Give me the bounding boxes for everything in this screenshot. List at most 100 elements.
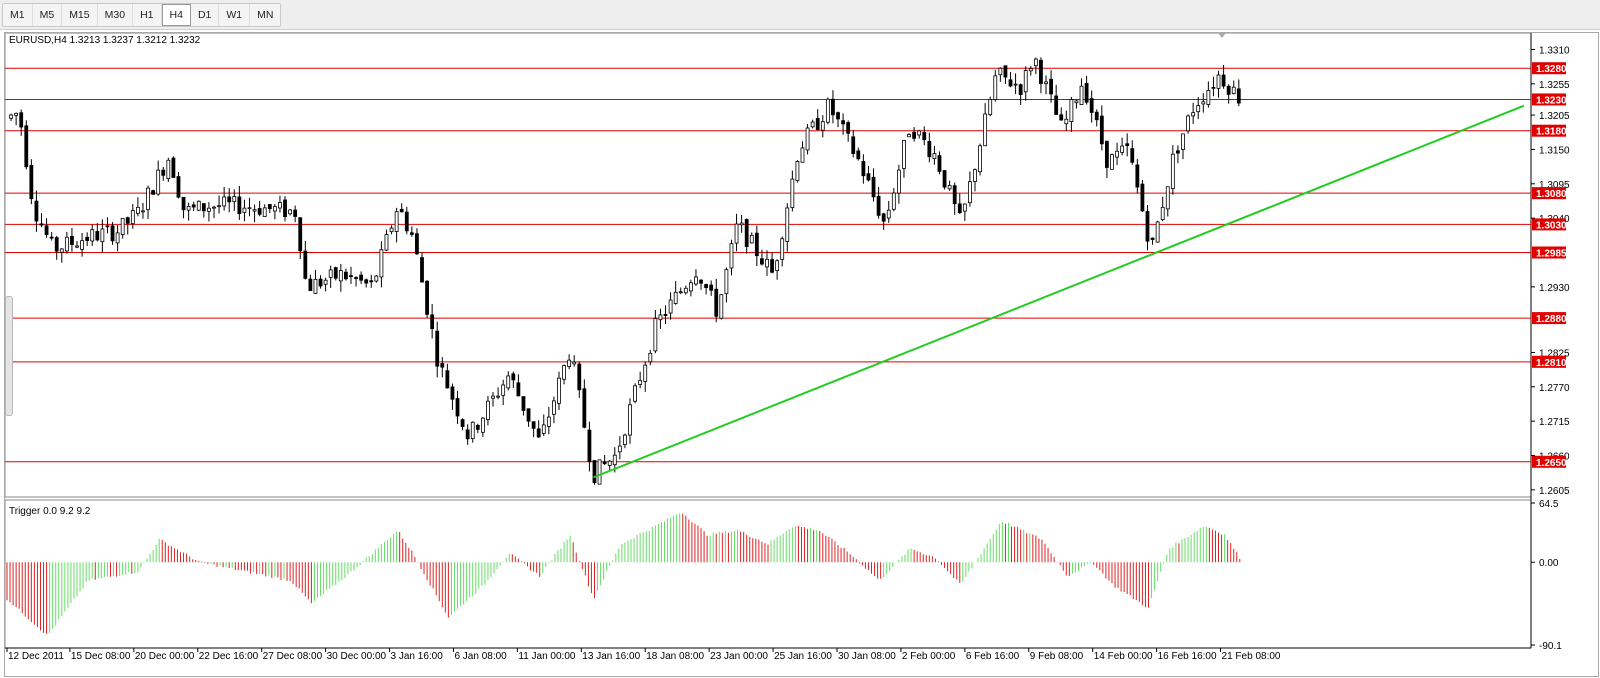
time-scale: 12 Dec 2011 15 Dec 08:00 20 Dec 00:00 22 De…: [6, 648, 1281, 662]
candle-body: [688, 282, 693, 292]
candle-body: [19, 112, 24, 128]
timeframe-button-m5[interactable]: M5: [33, 4, 63, 26]
timeframe-button-m30[interactable]: M30: [98, 4, 134, 26]
candle-body: [440, 363, 445, 368]
timeframe-button-h1[interactable]: H1: [133, 4, 162, 26]
candle-body: [1155, 221, 1160, 243]
candle-body: [765, 258, 769, 268]
level-price-tags: 1.3280 1.3230 1.3180 1.3080 1.3030 1.2985 1.28…: [1532, 62, 1567, 469]
price-scale-label: 1.2605: [1539, 486, 1570, 497]
candle-body: [217, 205, 221, 208]
candle-body: [511, 373, 516, 381]
candle-body: [983, 113, 988, 147]
candle-body: [1181, 133, 1185, 150]
candle-body: [374, 275, 379, 282]
candle-body: [1059, 114, 1064, 121]
candle-body: [1039, 59, 1043, 84]
candle-body: [617, 445, 622, 453]
candle-body: [105, 225, 110, 228]
indicator-scale-label: 64.5: [1539, 499, 1559, 510]
candle-body: [1110, 154, 1114, 170]
timeframe-button-w1[interactable]: W1: [219, 4, 251, 26]
candle-body: [607, 460, 612, 466]
timeframe-button-h4[interactable]: H4: [161, 4, 191, 26]
candle-body: [247, 207, 252, 210]
candle-body: [587, 429, 592, 463]
candle-body: [470, 421, 475, 440]
candle-body: [962, 203, 967, 212]
candle-body: [323, 279, 328, 285]
candle-body: [602, 461, 607, 465]
candle-body: [288, 209, 292, 215]
candle-body: [191, 204, 196, 208]
candle-body: [1084, 82, 1089, 103]
indicator-scale-label: -90.1: [1539, 641, 1562, 652]
candle-body: [29, 165, 34, 200]
side-panel-handle[interactable]: [5, 296, 13, 416]
time-scale-label: 18 Jan 08:00: [646, 651, 704, 662]
candle-body: [267, 204, 272, 210]
candle-body: [196, 200, 201, 211]
candle-body: [201, 203, 206, 212]
candle-body: [181, 196, 186, 211]
candle-body: [186, 206, 191, 211]
candle-body: [648, 352, 653, 363]
candle-body: [694, 276, 698, 285]
chart-window[interactable]: 1.33101.32551.32051.31501.30951.30401.29…: [4, 32, 1599, 677]
candle-body: [70, 236, 74, 245]
price-scale-label: 1.3310: [1539, 45, 1570, 56]
candle-body: [1049, 78, 1053, 95]
trigger-oscillator-bars: [6, 513, 1241, 634]
candle-body: [760, 258, 764, 265]
candle-body: [597, 459, 602, 485]
chart-shift-marker-icon[interactable]: [1218, 33, 1226, 38]
candle-body: [546, 416, 551, 427]
candle-body: [379, 249, 384, 278]
level-tag-label: 1.3280: [1536, 64, 1567, 75]
candle-body: [1165, 186, 1170, 210]
trendline-segment[interactable]: [593, 104, 1525, 479]
candle-body: [917, 130, 922, 136]
candle-body: [562, 365, 566, 380]
trendline[interactable]: [593, 104, 1525, 479]
candle-body: [1236, 88, 1241, 104]
candle-body: [724, 269, 729, 295]
candle-body: [409, 232, 414, 235]
timeframe-button-m15[interactable]: M15: [62, 4, 98, 26]
candle-body: [1191, 112, 1196, 117]
candle-body: [582, 388, 587, 428]
indicator-panel[interactable]: [5, 499, 1532, 649]
candle-body: [1170, 153, 1175, 189]
candle-body: [947, 185, 952, 190]
candle-body: [415, 233, 419, 255]
price-scale-label: 1.3095: [1539, 180, 1570, 191]
level-tag-bg: [1532, 355, 1566, 368]
candle-body: [166, 159, 171, 179]
candle-body: [592, 460, 597, 484]
candle-body: [227, 196, 232, 203]
candle-body: [384, 234, 389, 251]
candle-body: [1160, 206, 1165, 220]
candle-body: [125, 217, 130, 224]
candle-body: [1074, 100, 1079, 104]
level-tag-bg: [1532, 218, 1566, 231]
candle-body: [633, 385, 637, 402]
candle-body: [699, 279, 703, 284]
candle-body: [744, 219, 749, 247]
candle-body: [222, 196, 227, 207]
candle-body: [780, 238, 785, 260]
chart-canvas[interactable]: 1.33101.32551.32051.31501.30951.30401.29…: [5, 33, 1600, 678]
candle-body: [151, 190, 156, 195]
candle-body: [1231, 86, 1236, 95]
level-tag-bg: [1532, 187, 1566, 200]
level-tag-bg: [1532, 312, 1566, 325]
timeframe-button-mn[interactable]: MN: [257, 9, 274, 21]
timeframe-button-m1[interactable]: M1: [3, 4, 33, 26]
candle-body: [937, 155, 942, 172]
candle-body: [749, 234, 754, 244]
candle-body: [623, 434, 627, 445]
candle-body: [242, 207, 247, 213]
candle-body: [313, 278, 318, 294]
candle-body: [521, 396, 526, 411]
timeframe-button-d1[interactable]: D1: [191, 4, 220, 26]
